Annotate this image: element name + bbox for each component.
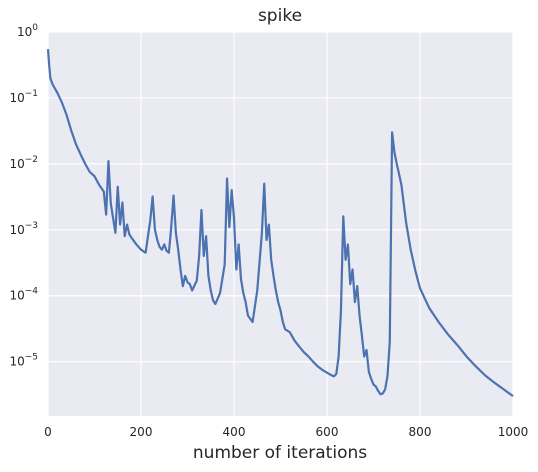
x-tick-label: 600 <box>316 425 339 439</box>
x-tick-label: 1000 <box>498 425 529 439</box>
chart-title: spike <box>258 6 302 26</box>
y-tick-label: 10−1 <box>9 89 38 105</box>
y-tick-label: 10−4 <box>9 287 38 303</box>
series-line <box>46 49 514 398</box>
x-tick-label: 200 <box>130 425 153 439</box>
y-tick-labels: 100 10−1 10−2 10−3 10−4 10−5 <box>9 23 38 369</box>
plot-area <box>48 32 513 416</box>
gridlines <box>47 31 514 416</box>
x-tick-labels: 0 200 400 600 800 1000 <box>44 425 528 439</box>
y-tick-label: 100 <box>17 23 38 39</box>
y-tick-label: 10−2 <box>9 155 38 171</box>
x-axis-label: number of iterations <box>193 443 367 463</box>
y-tick-label: 10−3 <box>9 221 38 237</box>
x-tick-label: 800 <box>409 425 432 439</box>
x-tick-label: 400 <box>223 425 246 439</box>
y-tick-label: 10−5 <box>9 353 38 369</box>
x-tick-label: 0 <box>44 425 52 439</box>
series-group <box>46 49 514 398</box>
